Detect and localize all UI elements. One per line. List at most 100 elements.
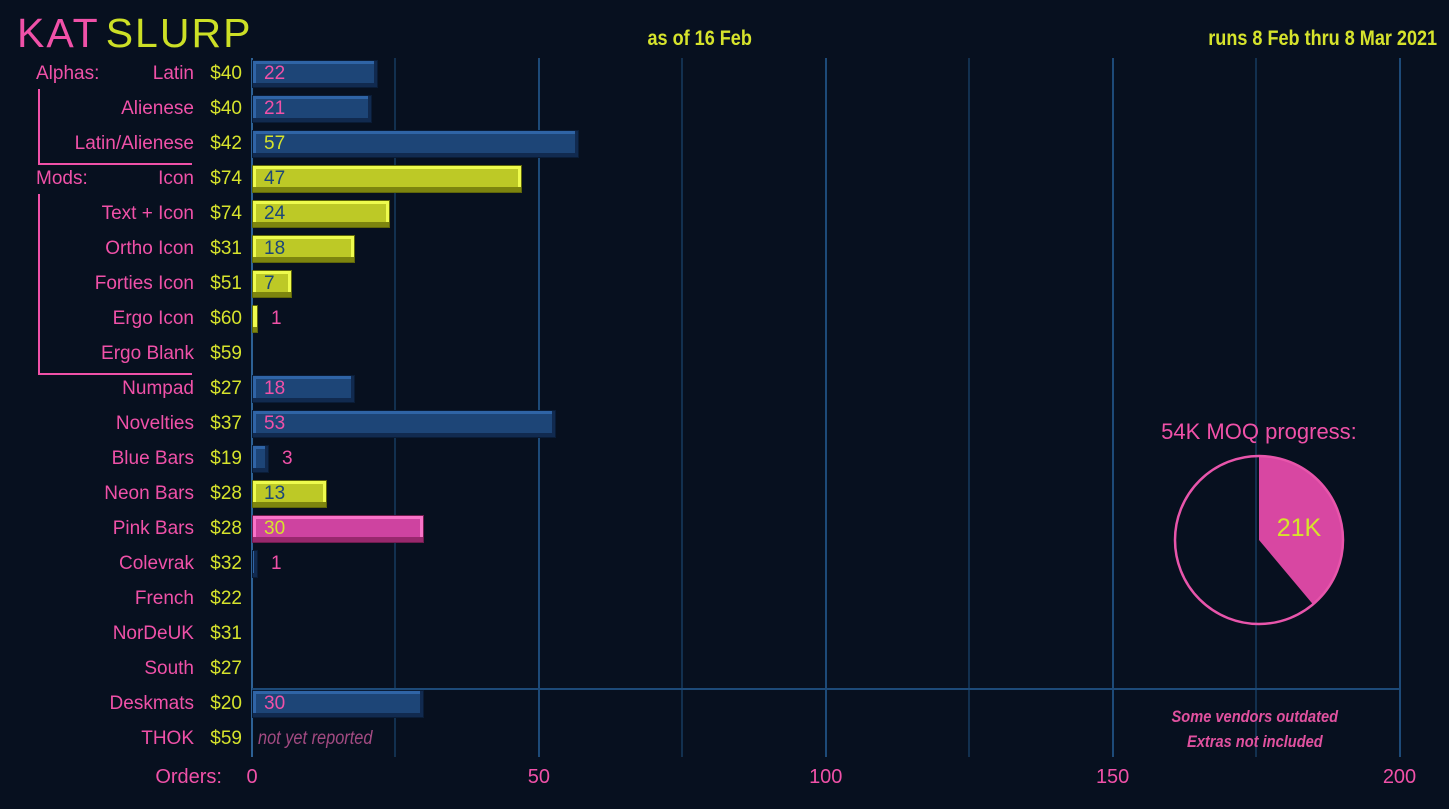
bar bbox=[252, 445, 269, 473]
row-latin-alienese: Latin/Alienese $42 57 bbox=[0, 130, 1449, 158]
group-label: Mods: bbox=[36, 168, 88, 189]
gridline-75 bbox=[681, 58, 684, 757]
moq-pie-title: 54K MOQ progress: bbox=[1161, 419, 1357, 444]
row-label: Ortho Icon bbox=[105, 238, 194, 259]
row-nordeuk: NorDeUK $31 bbox=[0, 620, 1449, 648]
bar: 30 bbox=[252, 690, 424, 718]
row-price: $40 bbox=[210, 63, 242, 84]
bar bbox=[252, 305, 258, 333]
bar-value: 7 bbox=[264, 273, 275, 294]
row-price: $28 bbox=[210, 483, 242, 504]
row-novelties: Novelties $37 53 bbox=[0, 410, 1449, 438]
bar-value: 53 bbox=[264, 413, 286, 434]
row-price: $74 bbox=[210, 168, 242, 189]
bar: 57 bbox=[252, 130, 579, 158]
row-forties-icon: Forties Icon $51 7 bbox=[0, 270, 1449, 298]
run-dates: runs 8 Feb thru 8 Mar 2021 bbox=[1208, 27, 1437, 50]
bar: 53 bbox=[252, 410, 556, 438]
bar: 24 bbox=[252, 200, 390, 228]
gridline-125 bbox=[968, 58, 971, 757]
pie-progress-slice bbox=[1259, 456, 1343, 605]
row-thok: THOK $59 not yet reported bbox=[0, 725, 1449, 753]
row-label: Text + Icon bbox=[101, 203, 194, 224]
row-colevrak: Colevrak $32 1 bbox=[0, 550, 1449, 578]
row-pink-bars: Pink Bars $28 30 bbox=[0, 515, 1449, 543]
bar-value: 57 bbox=[264, 133, 286, 154]
pie-footnotes: Some vendors outdated Extras not include… bbox=[1125, 704, 1385, 754]
row-label: Ergo Blank bbox=[101, 343, 194, 364]
bar-value: 47 bbox=[264, 168, 286, 189]
row-price: $20 bbox=[210, 693, 242, 714]
bar: 47 bbox=[252, 165, 522, 193]
page-title: KAT SLURP bbox=[17, 10, 252, 57]
title-brand: KAT bbox=[17, 10, 100, 56]
x-tick-150: 150 bbox=[1095, 766, 1130, 788]
gridline-0 bbox=[251, 58, 253, 757]
pie-progress-label: 21K bbox=[1277, 514, 1322, 542]
row-price: $42 bbox=[210, 133, 242, 154]
row-label: Deskmats bbox=[109, 693, 194, 714]
row-label: Pink Bars bbox=[112, 518, 194, 539]
row-label: Ergo Icon bbox=[112, 308, 194, 329]
row-price: $28 bbox=[210, 518, 242, 539]
row-price: $59 bbox=[210, 728, 242, 749]
row-price: $74 bbox=[210, 203, 242, 224]
row-ergo-blank: Ergo Blank $59 bbox=[0, 340, 1449, 368]
pie-outline bbox=[1173, 454, 1345, 626]
row-numpad: Numpad $27 18 bbox=[0, 375, 1449, 403]
row-label: Numpad bbox=[122, 378, 194, 399]
footnote-line-2: Extras not included bbox=[1187, 732, 1323, 751]
bar-value: 21 bbox=[264, 98, 286, 119]
footnote-line-1: Some vendors outdated bbox=[1171, 707, 1339, 726]
row-price: $31 bbox=[210, 623, 242, 644]
x-tick-0: 0 bbox=[246, 766, 258, 788]
bar-value: 1 bbox=[271, 553, 282, 574]
row-price: $59 bbox=[210, 343, 242, 364]
row-price: $60 bbox=[210, 308, 242, 329]
x-tick-200: 200 bbox=[1382, 766, 1417, 788]
gridline-25 bbox=[394, 58, 397, 757]
row-blue-bars: Blue Bars $19 3 bbox=[0, 445, 1449, 473]
row-price: $37 bbox=[210, 413, 242, 434]
gridline-150 bbox=[1111, 58, 1114, 757]
row-label: THOK bbox=[141, 728, 194, 749]
row-price: $40 bbox=[210, 98, 242, 119]
bar: 18 bbox=[252, 375, 355, 403]
gridline-50 bbox=[537, 58, 540, 757]
row-label: Blue Bars bbox=[111, 448, 194, 469]
gridline-200 bbox=[1398, 58, 1401, 757]
row-alienese: Alienese $40 21 bbox=[0, 95, 1449, 123]
bar-value: 18 bbox=[264, 378, 286, 399]
row-icon: Mods: Icon $74 47 bbox=[0, 165, 1449, 193]
row-price: $19 bbox=[210, 448, 242, 469]
row-price: $27 bbox=[210, 378, 242, 399]
bar-value: 1 bbox=[271, 308, 282, 329]
row-label: Latin bbox=[152, 63, 194, 84]
row-label: French bbox=[134, 588, 194, 609]
x-tick-100: 100 bbox=[809, 766, 843, 788]
bracket-mods bbox=[38, 194, 192, 375]
row-text-icon: Text + Icon $74 24 bbox=[0, 200, 1449, 228]
bar: 21 bbox=[252, 95, 372, 123]
row-price: $32 bbox=[210, 553, 242, 574]
gridline-100 bbox=[824, 58, 827, 757]
extras-divider-line bbox=[252, 688, 1400, 690]
row-ergo-icon: Ergo Icon $60 1 bbox=[0, 305, 1449, 333]
bar-value: 22 bbox=[264, 63, 286, 84]
row-label: Latin/Alienese bbox=[74, 133, 194, 154]
row-price: $22 bbox=[210, 588, 242, 609]
bar: 18 bbox=[252, 235, 355, 263]
bar bbox=[252, 550, 258, 578]
bracket-alphas bbox=[38, 89, 192, 165]
bar-value: 30 bbox=[264, 518, 286, 539]
row-price: $31 bbox=[210, 238, 242, 259]
row-label: Forties Icon bbox=[94, 273, 194, 294]
row-label: Icon bbox=[158, 168, 194, 189]
row-neon-bars: Neon Bars $28 13 bbox=[0, 480, 1449, 508]
row-label: Neon Bars bbox=[104, 483, 194, 504]
bar-value: 18 bbox=[264, 238, 286, 259]
bar: 13 bbox=[252, 480, 327, 508]
as-of-date: as of 16 Feb bbox=[647, 27, 753, 50]
bar: 30 bbox=[252, 515, 424, 543]
